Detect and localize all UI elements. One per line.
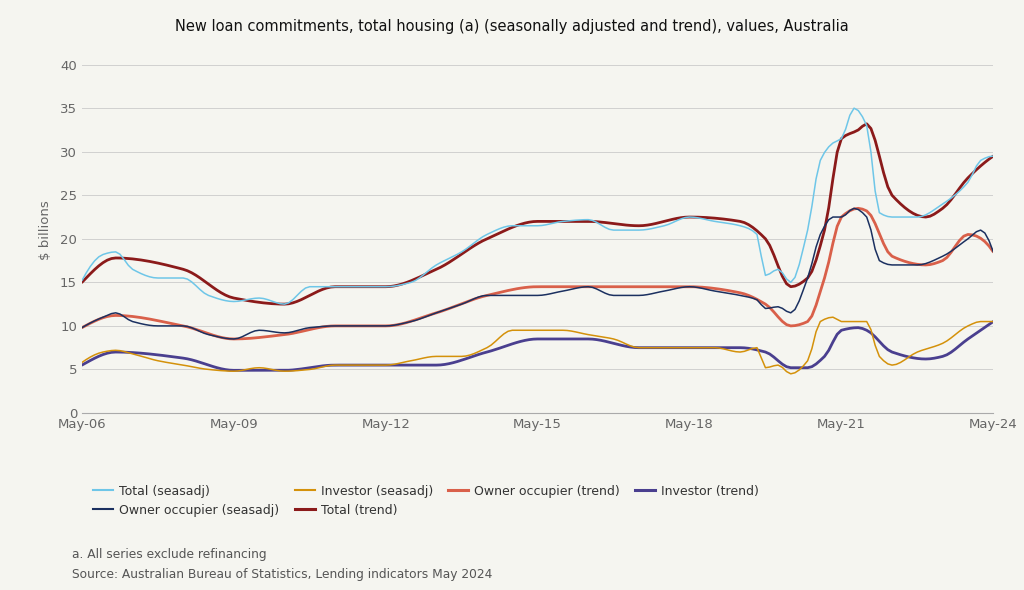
Text: a. All series exclude refinancing: a. All series exclude refinancing	[72, 548, 266, 560]
Y-axis label: $ billions: $ billions	[39, 200, 52, 260]
Legend: Total (seasadj), Owner occupier (seasadj), Investor (seasadj), Total (trend), Ow: Total (seasadj), Owner occupier (seasadj…	[88, 480, 764, 522]
Text: Source: Australian Bureau of Statistics, Lending indicators May 2024: Source: Australian Bureau of Statistics,…	[72, 568, 493, 581]
Text: New loan commitments, total housing (a) (seasonally adjusted and trend), values,: New loan commitments, total housing (a) …	[175, 19, 849, 34]
